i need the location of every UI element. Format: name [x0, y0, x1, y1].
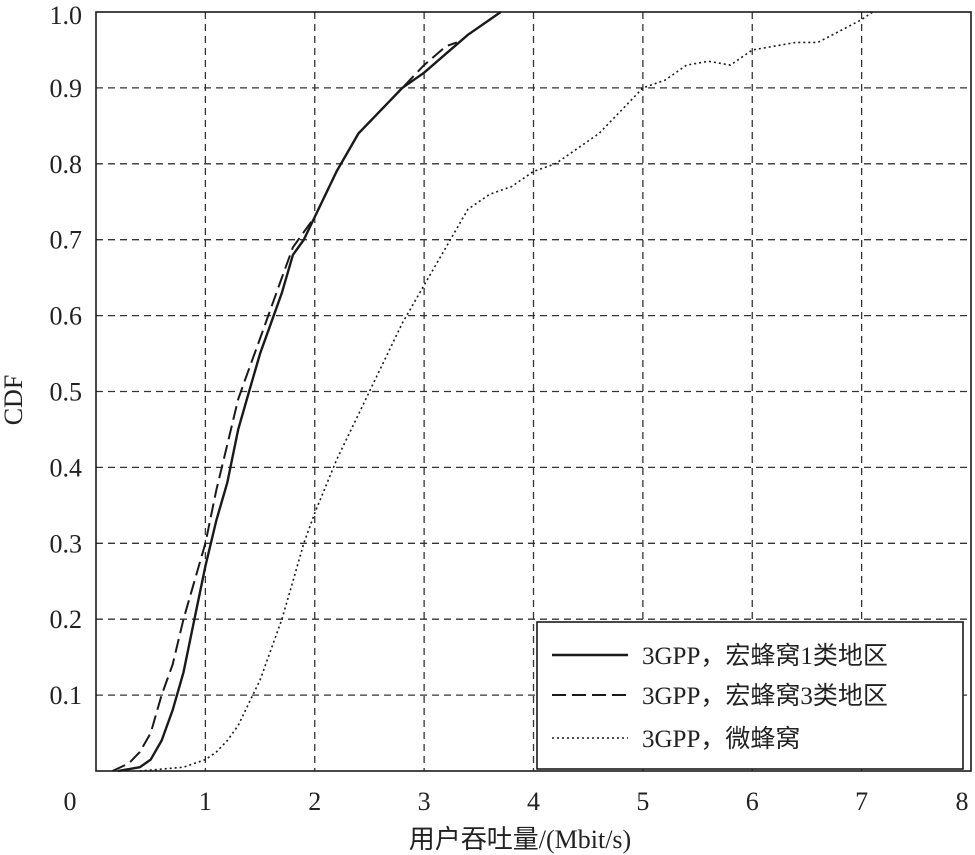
legend-box	[536, 621, 964, 770]
y-axis-label: CDF	[0, 375, 28, 426]
legend-label-2: 3GPP，宏蜂窝3类地区	[642, 682, 888, 710]
y-tick-label: 0.6	[50, 302, 83, 331]
y-tick-label: 1.0	[50, 1, 83, 30]
x-tick-label: 4	[527, 787, 540, 816]
series-line-1	[117, 11, 502, 773]
series-line-2	[111, 41, 458, 772]
x-axis-ticks: 0 1 2 3 4 5 6 7 8	[64, 787, 969, 816]
legend: 3GPP，宏蜂窝1类地区 3GPP，宏蜂窝3类地区 3GPP，微蜂窝	[536, 621, 964, 770]
plot-frame	[95, 11, 972, 772]
series-layer	[111, 11, 874, 773]
x-tick-label: 2	[308, 787, 321, 816]
series-line-3	[139, 11, 874, 772]
x-tick-label: 7	[855, 787, 868, 816]
legend-label-3: 3GPP，微蜂窝	[642, 725, 800, 753]
x-tick-label: 8	[956, 787, 969, 816]
y-tick-label: 0.8	[50, 150, 83, 179]
legend-label-1: 3GPP，宏蜂窝1类地区	[642, 642, 888, 670]
x-axis-label: 用户吞吐量/(Mbit/s)	[409, 825, 631, 854]
y-tick-label: 0.1	[50, 681, 83, 710]
x-tick-label: 0	[64, 787, 77, 816]
y-tick-label: 0.4	[50, 453, 83, 482]
x-tick-label: 1	[199, 787, 212, 816]
y-tick-label: 0.2	[50, 605, 83, 634]
y-tick-label: 0.9	[50, 74, 83, 103]
x-tick-label: 3	[418, 787, 431, 816]
x-tick-label: 6	[746, 787, 759, 816]
y-axis-ticks: 0.1 0.2 0.3 0.4 0.5 0.6 0.7 0.8 0.9 1.0	[50, 1, 83, 710]
y-tick-label: 0.3	[50, 529, 83, 558]
y-tick-label: 0.5	[50, 378, 83, 407]
y-tick-label: 0.7	[50, 226, 83, 255]
x-tick-label: 5	[636, 787, 649, 816]
